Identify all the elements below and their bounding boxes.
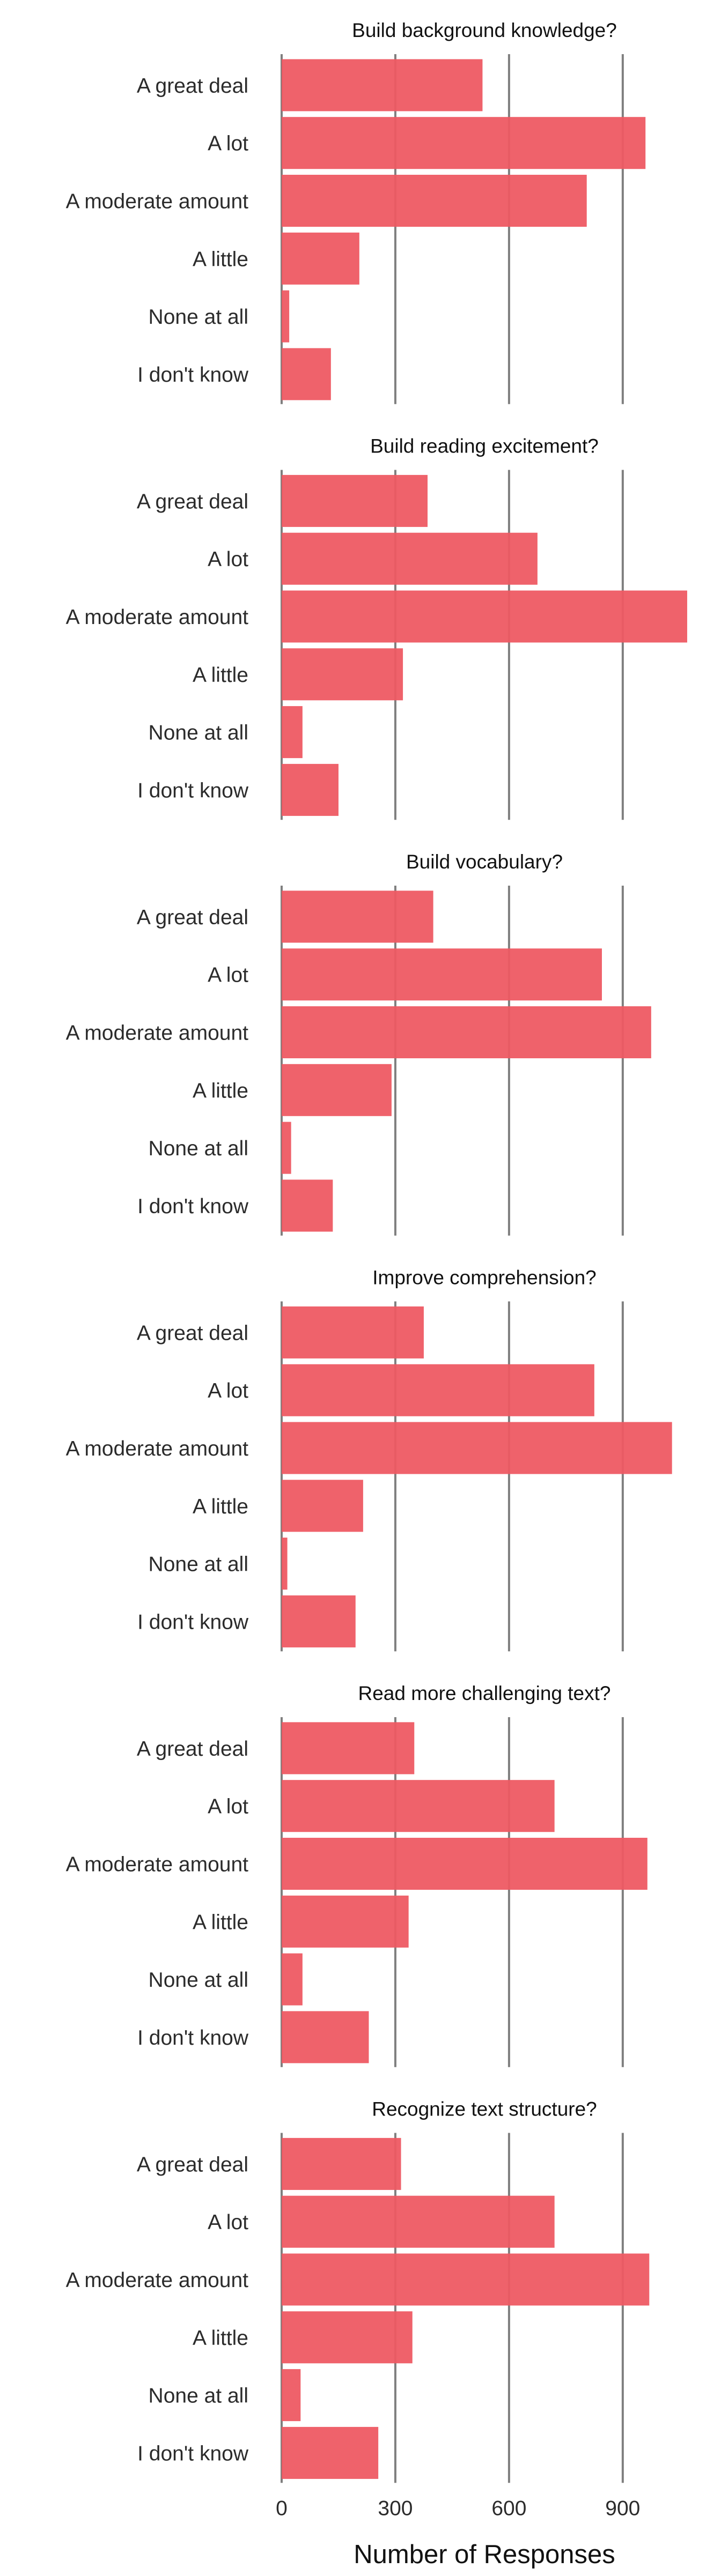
bar [282,763,339,816]
category-label: A moderate amount [66,1437,249,1460]
category-label: I don't know [137,363,249,387]
bar [282,59,483,112]
category-label: None at all [149,2385,248,2408]
bar [282,2426,379,2479]
category-label: A moderate amount [66,606,249,629]
bar [282,117,646,169]
bar [282,2311,413,2364]
bar [282,2369,301,2422]
bar [282,1953,303,2006]
bar [282,1838,648,1890]
facet-panel: Build vocabulary? A great deal A lot A mode… [66,851,651,1236]
x-axis: Number of Responses 0 300 600 900 [276,2497,640,2569]
category-label: None at all [149,306,248,329]
category-label: A little [193,248,248,271]
bar [282,232,359,285]
bar [282,1064,392,1116]
bar [282,1006,651,1058]
category-label: A lot [208,1795,248,1818]
x-axis-title: Number of Responses [354,2540,615,2569]
category-label: A little [193,1911,248,1934]
facet-panel: Build reading excitement? A great deal A l… [66,435,687,820]
bar [282,948,602,1001]
panel-title: Build reading excitement? [370,435,599,457]
category-label: A little [193,2327,248,2350]
bar [282,1306,424,1358]
category-label: I don't know [137,2442,249,2465]
bar [282,890,433,943]
facet-panel: Recognize text structure? A great deal A l… [66,2098,650,2483]
category-label: A lot [208,548,248,571]
category-label: A moderate amount [66,2269,249,2292]
category-label: None at all [149,1137,248,1160]
category-label: None at all [149,722,248,745]
category-label: A lot [208,1379,248,1402]
category-label: None at all [149,1969,248,1992]
bar [282,2011,369,2063]
category-label: A little [193,1079,248,1102]
panel-title: Recognize text structure? [372,2098,597,2120]
category-label: A great deal [137,2153,248,2176]
bar [282,1480,363,1532]
facet-panel: Read more challenging text? A great deal A… [66,1682,648,2067]
bar [282,648,403,701]
category-label: I don't know [137,2026,249,2050]
panel-title: Build vocabulary? [406,851,563,873]
bar [282,706,303,759]
bar [282,532,538,585]
bar [282,1364,594,1416]
bar [282,2253,650,2306]
category-label: A little [193,1495,248,1518]
panel-title: Read more challenging text? [358,1682,610,1704]
bar [282,2195,555,2248]
bar [282,290,290,343]
category-label: A moderate amount [66,1853,249,1876]
category-label: A lot [208,132,248,155]
bar [282,175,587,227]
category-label: A great deal [137,906,248,929]
category-label: I don't know [137,1195,249,1218]
bar [282,348,331,400]
x-tick-label: 600 [491,2497,526,2520]
category-label: A great deal [137,75,248,98]
facet-panel: Build background knowledge? A great deal A… [66,19,646,404]
x-tick-label: 300 [378,2497,413,2520]
category-label: None at all [149,1553,248,1576]
bar [282,474,428,527]
category-label: A little [193,664,248,687]
x-tick-label: 900 [605,2497,640,2520]
category-label: A great deal [137,1322,248,1345]
bar [282,1895,409,1948]
bar [282,1780,555,1832]
category-label: I don't know [137,1610,249,1634]
category-label: A moderate amount [66,190,249,213]
panel-title: Build background knowledge? [352,19,617,41]
panel-title: Improve comprehension? [372,1267,597,1289]
bar [282,1179,333,1232]
category-label: A moderate amount [66,1022,249,1045]
facet-panel: Improve comprehension? A great deal A lot A… [66,1267,672,1652]
bar [282,1422,672,1474]
x-tick-label: 0 [276,2497,288,2520]
bar [282,1722,415,1775]
bar [282,1122,291,1174]
category-label: A lot [208,964,248,987]
category-label: A great deal [137,1738,248,1761]
bar [282,1595,356,1647]
category-label: A great deal [137,490,248,513]
category-label: I don't know [137,779,249,802]
bar [282,1538,288,1590]
bar [282,2137,401,2190]
bar [282,590,687,643]
category-label: A lot [208,2211,248,2234]
